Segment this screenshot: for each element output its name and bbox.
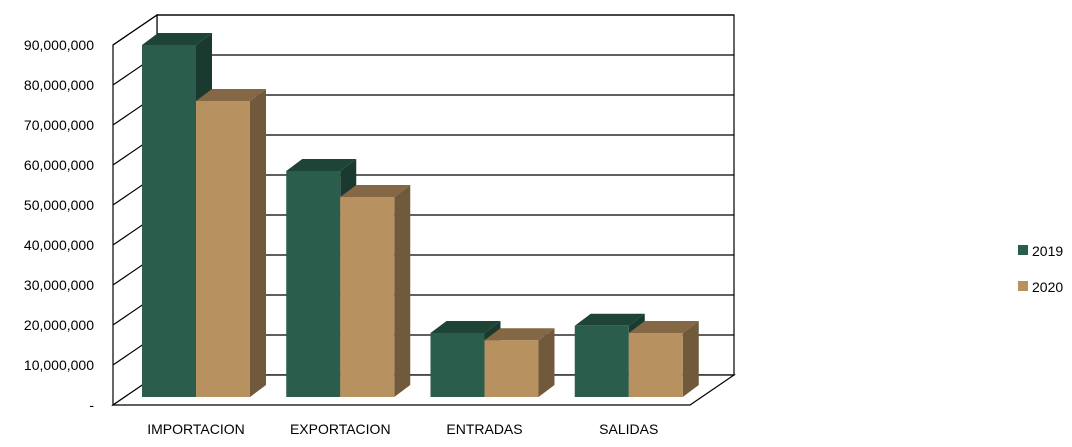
bar-salidas-2019: [574, 325, 629, 397]
bar-exportacion-2020: [340, 197, 395, 397]
x-tick-label-1: EXPORTACION: [290, 421, 391, 437]
bar-exportacion-2019: [286, 171, 341, 397]
bar-importacion-2020: [196, 101, 250, 397]
bar-top-entradas-2019: [430, 321, 501, 333]
x-tick-label-0: IMPORTACION: [147, 421, 245, 437]
x-axis-tick-labels: IMPORTACION EXPORTACION ENTRADAS SALIDAS: [147, 421, 658, 437]
y-tick-label-8: 80,000,000: [24, 77, 94, 93]
y-tick-label-1: 10,000,000: [24, 357, 94, 373]
bar-top-entradas-2020: [484, 328, 555, 341]
y-tick-label-0: -: [89, 397, 94, 413]
bar-side-exportacion-2020: [394, 185, 411, 397]
y-tick-label-2: 20,000,000: [24, 317, 94, 333]
y-tick-label-9: 90,000,000: [24, 37, 94, 53]
bar-top-salidas-2019: [574, 313, 645, 326]
bar-top-exportacion-2020: [340, 185, 411, 197]
bar-entradas-2019: [430, 333, 485, 397]
bar-top-importacion-2020: [196, 89, 266, 101]
legend-label-2020: 2020: [1032, 279, 1063, 295]
bar-side-importacion-2020: [250, 89, 266, 397]
legend-label-2019: 2019: [1032, 243, 1063, 259]
bar-side-entradas-2020: [538, 328, 555, 397]
bar-salidas-2020: [628, 333, 683, 397]
y-tick-label-7: 70,000,000: [24, 117, 94, 133]
legend-swatch-2019: [1018, 245, 1028, 255]
y-axis-tick-labels: - 10,000,000 20,000,000 30,000,000 40,000,00…: [24, 37, 94, 413]
legend: 2019 2020: [1018, 243, 1063, 295]
y-tick-label-3: 30,000,000: [24, 277, 94, 293]
x-tick-label-3: SALIDAS: [599, 421, 658, 437]
bar-entradas-2020: [484, 340, 539, 397]
bar-top-exportacion-2019: [286, 159, 357, 171]
bar-top-salidas-2020: [628, 321, 699, 333]
gridline-9: [112, 14, 734, 46]
y-tick-label-6: 60,000,000: [24, 157, 94, 173]
y-tick-label-4: 40,000,000: [24, 237, 94, 253]
bar-importacion-2019: [142, 45, 196, 397]
bar-top-importacion-2019: [142, 33, 212, 45]
legend-swatch-2020: [1018, 281, 1028, 291]
bars: [142, 33, 699, 397]
bar-side-salidas-2020: [682, 321, 699, 397]
x-tick-label-2: ENTRADAS: [446, 421, 522, 437]
y-tick-label-5: 50,000,000: [24, 197, 94, 213]
